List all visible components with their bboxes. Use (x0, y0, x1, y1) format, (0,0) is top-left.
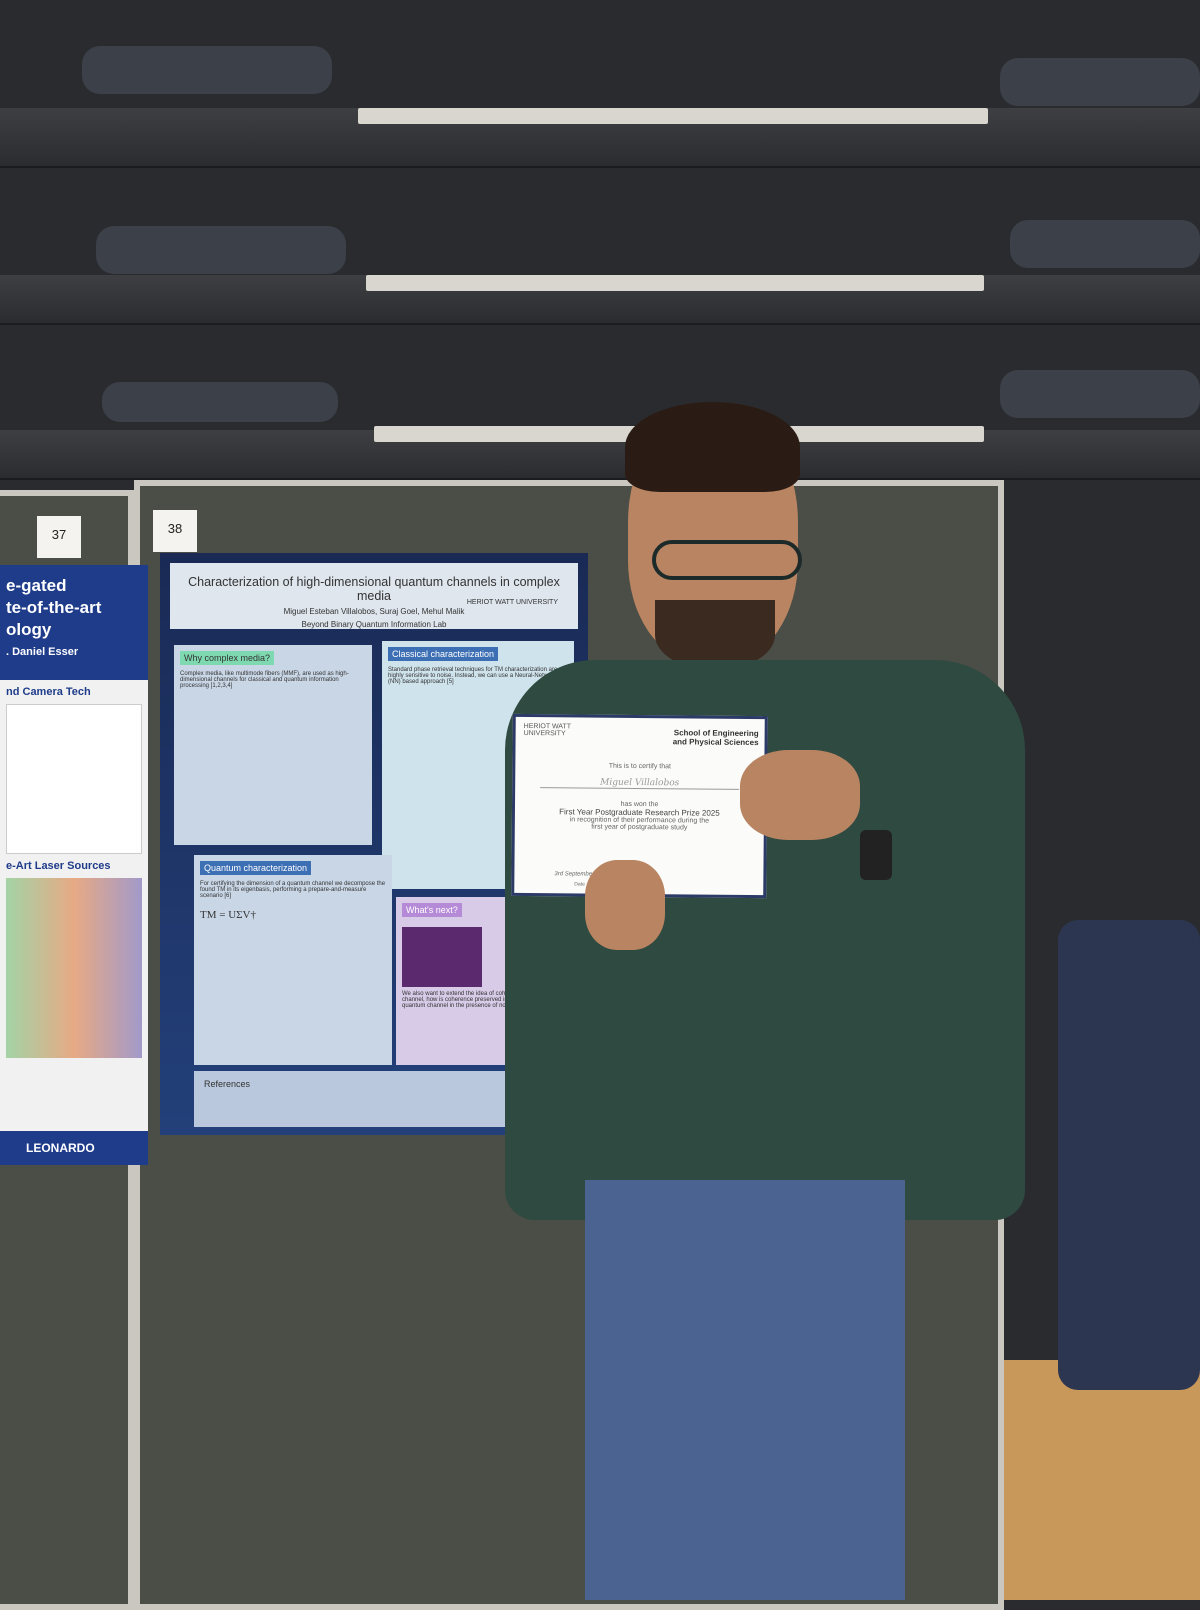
floor (990, 1360, 1200, 1600)
left-poster: e-gated te-of-the-art ology . Daniel Ess… (0, 565, 148, 1165)
left-poster-title: ology (6, 620, 52, 639)
chair (1058, 920, 1200, 1390)
left-poster-section: nd Camera Tech (6, 686, 91, 698)
heriot-watt-logo: HERIOT WATT UNIVERSITY (523, 722, 571, 738)
hair (625, 402, 800, 492)
poster-section: Quantum characterization For certifying … (194, 855, 392, 1065)
section-heading: Quantum characterization (200, 861, 312, 875)
beard (655, 600, 775, 670)
prize-reason: in recognition of their performance duri… (569, 816, 710, 832)
recipient-name: Miguel Villalobos (540, 777, 740, 790)
section-text: Standard phase retrieval techniques for … (388, 667, 558, 685)
board-number: 38 (153, 510, 197, 552)
rail (366, 275, 984, 291)
section-heading: References (204, 1079, 251, 1089)
seat (1000, 58, 1200, 106)
left-poster-title: e-gated (6, 576, 67, 595)
equation: TM = UΣV† (200, 909, 256, 921)
rail (358, 108, 988, 124)
section-heading: Why complex media? (180, 651, 275, 665)
heriot-watt-logo: HERIOT WATT UNIVERSITY (466, 599, 558, 606)
leonardo-logo: LEONARDO (0, 1131, 148, 1165)
poster-title: Characterization of high-dimensional qua… (188, 575, 560, 603)
board-number: 37 (37, 516, 81, 558)
seat (96, 226, 346, 274)
seat (1000, 370, 1200, 418)
certify-text: This is to certify that (608, 762, 671, 771)
seat (82, 46, 332, 94)
seat (1010, 220, 1200, 268)
date-label: Date (574, 881, 585, 888)
wristwatch (860, 830, 892, 880)
poster-header: Characterization of high-dimensional qua… (170, 563, 578, 629)
seat (102, 382, 338, 422)
left-poster-author: . Daniel Esser (6, 646, 79, 658)
left-poster-title: te-of-the-art (6, 598, 102, 617)
section-heading: Classical characterization (388, 647, 499, 661)
school-name: School of Engineering and Physical Scien… (672, 728, 759, 748)
poster-section: Why complex media? Complex media, like m… (174, 645, 372, 845)
pointing-hand (740, 750, 860, 840)
poster-lab: Beyond Binary Quantum Information Lab (301, 620, 447, 629)
section-text: Complex media, like multimode fibers (MM… (180, 671, 349, 689)
left-poster-section: e-Art Laser Sources (6, 860, 111, 872)
section-text: We also want to extend the idea of coher… (402, 991, 561, 1009)
poster-authors: Miguel Esteban Villalobos, Suraj Goel, M… (283, 607, 465, 616)
hand (585, 860, 665, 950)
section-text: For certifying the dimension of a quantu… (200, 881, 386, 899)
glasses (652, 540, 802, 580)
section-heading: What's next? (402, 903, 462, 917)
jeans (585, 1180, 905, 1600)
